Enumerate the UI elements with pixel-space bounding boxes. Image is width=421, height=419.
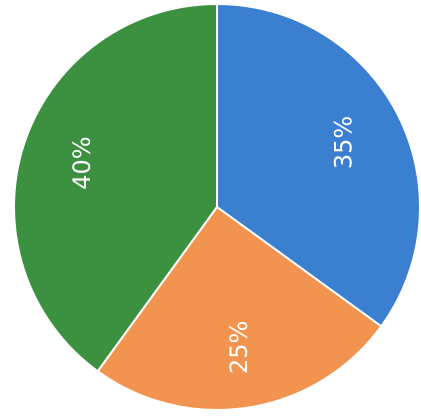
pie-slice-label-2: 25% (225, 321, 253, 374)
pie-slices (13, 2, 421, 411)
pie-slice-label-1: 35% (330, 116, 358, 169)
pie-slice-1 (216, 2, 421, 328)
pie-labels: 35% 25% 40% (68, 116, 358, 374)
pie-slice-3 (13, 2, 218, 373)
pie-slice-label-3: 40% (68, 136, 96, 189)
pie-slice-2 (96, 205, 383, 411)
